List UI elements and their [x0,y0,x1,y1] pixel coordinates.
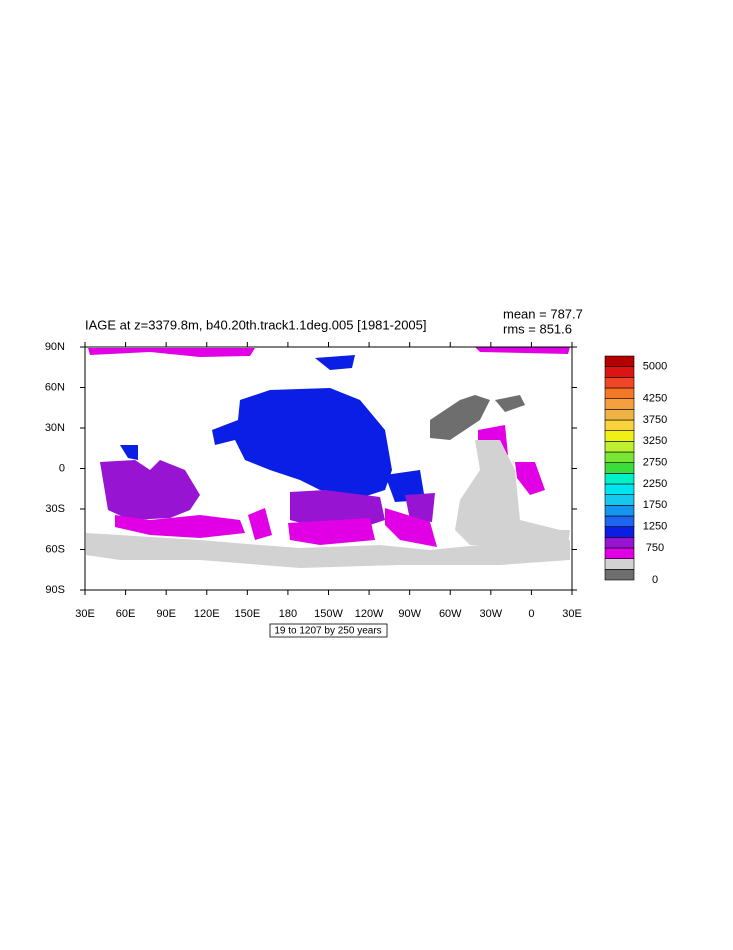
colorbar-box [604,451,635,463]
colorbar-box [604,377,635,389]
colorbar-box [604,537,635,549]
colorbar-label: 3750 [643,414,667,426]
map-field [86,347,570,568]
stat: rms = 851.6 [503,321,572,336]
colorbar-label: 750 [646,542,664,554]
stat: mean = 787.7 [503,306,583,321]
colorbar-box [604,462,635,474]
field [212,388,392,498]
field [288,518,375,545]
field [495,395,525,412]
colorbar-label: 1750 [643,499,667,511]
field [290,490,385,528]
lon-label: 0 [528,608,534,620]
lat-label: 90S [45,584,65,596]
lat-label: 60N [45,381,65,393]
colorbar-label: 1250 [643,521,667,533]
lon-label: 30E [562,608,582,620]
colorbar-label: 5000 [643,361,667,373]
lat-label: 90N [45,341,65,353]
footer-box [269,623,388,638]
colorbar-box [604,441,635,453]
colorbar-box [604,569,635,581]
title: IAGE at z=3379.8m, b40.20th.track1.1deg.… [85,317,427,332]
colorbar-box [604,526,635,538]
colorbar-box [604,473,635,485]
field [475,347,570,354]
colorbar-box [604,547,635,559]
colorbar-box [604,483,635,495]
colorbar-box [604,505,635,517]
colorbar-box [604,515,635,527]
field [115,515,245,538]
field [515,462,545,495]
field [100,460,200,520]
field [430,395,490,440]
field [120,445,138,460]
field [405,493,435,522]
colorbar-box [604,558,635,570]
field [248,508,272,540]
lon-label: 60W [439,608,462,620]
lon-label: 90E [156,608,176,620]
colorbar-box [604,419,635,431]
colorbar-box [604,387,635,399]
lat-label: 0 [59,462,65,474]
lon-label: 120W [355,608,384,620]
colorbar-label: 2750 [643,457,667,469]
lon-label: 30E [75,608,95,620]
field [86,533,570,568]
lon-label: 150E [234,608,260,620]
field [315,355,355,370]
colorbar-label: 2250 [643,478,667,490]
colorbar-label: 0 [652,574,658,586]
lat-label: 60S [45,543,65,555]
colorbar-label: 3250 [643,435,667,447]
field [385,508,437,547]
colorbar-box [604,409,635,421]
field [385,470,425,502]
lon-label: 60E [116,608,136,620]
lat-label: 30N [45,422,65,434]
field [455,440,570,545]
colorbar-box [604,430,635,442]
lat-label: 30S [45,503,65,515]
lon-label: 90W [398,608,421,620]
lon-label: 180 [279,608,297,620]
colorbar-box [604,494,635,506]
colorbar-box [604,355,635,367]
footer: 19 to 1207 by 250 years [274,626,381,637]
colorbar-box [604,398,635,410]
lon-label: 150W [314,608,343,620]
lon-label: 120E [194,608,220,620]
lon-label: 30W [480,608,503,620]
colorbar-box [604,366,635,378]
colorbar-label: 4250 [643,393,667,405]
field [88,348,255,357]
